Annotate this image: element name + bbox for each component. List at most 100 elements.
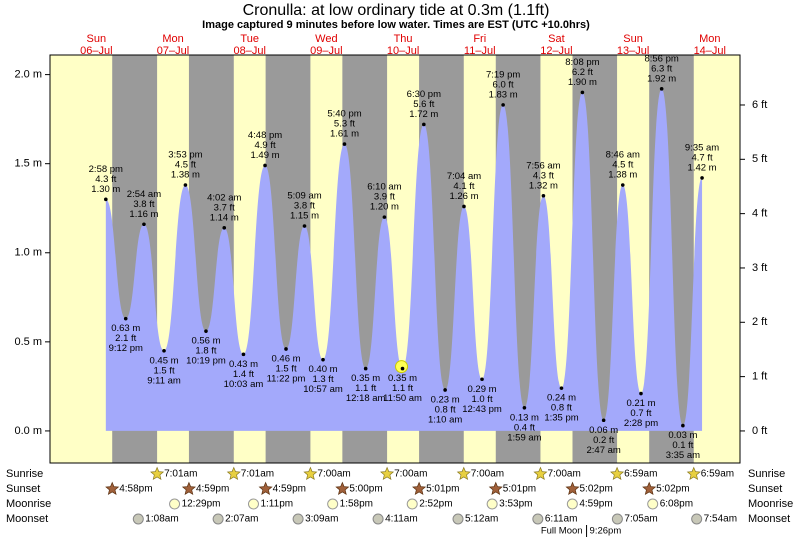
tide-label: 4:02 am	[207, 192, 241, 203]
moonrise-icon	[647, 498, 659, 510]
tide-label: 4.9 ft	[254, 140, 275, 151]
row-label: Moonset	[6, 513, 48, 525]
day-date: 08–Jul	[233, 45, 265, 57]
tide-label: 1.20 m	[370, 202, 399, 213]
row-time: 12:29pm	[182, 499, 221, 510]
tide-point	[363, 366, 368, 371]
tide-label: 0.03 m	[668, 430, 697, 441]
row-time: 3:53pm	[499, 499, 532, 510]
tide-label: 3.9 ft	[374, 192, 395, 203]
tide-label: 1.26 m	[449, 191, 478, 202]
tide-label: 0.8 ft	[551, 403, 572, 414]
moonset-icon	[132, 513, 144, 525]
row-time: 4:58pm	[119, 484, 152, 495]
tide-label: 2.1 ft	[115, 333, 136, 344]
tide-label: 3.7 ft	[214, 202, 235, 213]
y2-tick-label: 6 ft	[752, 99, 767, 111]
row-time: 4:11am	[385, 514, 418, 525]
tide-label: 0.35 m	[351, 373, 380, 384]
day-date: 10–Jul	[387, 45, 419, 57]
row-time: 2:07am	[225, 514, 258, 525]
tide-label: 7:56 am	[526, 160, 560, 171]
row-time: 6:11am	[545, 514, 578, 525]
tide-label: 6.3 ft	[651, 63, 672, 74]
tide-point	[284, 347, 288, 351]
tide-label: 6.0 ft	[493, 79, 514, 90]
tide-label: 1.8 ft	[195, 346, 216, 357]
tide-point	[382, 215, 387, 219]
day-date: 12–Jul	[540, 45, 572, 57]
tide-label: 12:18 am	[346, 393, 386, 404]
day-name: Thu	[394, 33, 413, 45]
moonset-icon	[452, 513, 464, 525]
day-date: 09–Jul	[310, 45, 342, 57]
y-tick-label: 0.5 m	[14, 336, 42, 348]
tide-point	[162, 348, 166, 353]
row-time: 5:12am	[465, 514, 498, 525]
tide-label: 1:10 am	[428, 414, 462, 425]
tide-label: 9:11 am	[147, 375, 181, 386]
tide-label: 2:47 am	[586, 445, 620, 456]
day-name: Mon	[162, 33, 183, 45]
sunset-icon	[335, 481, 350, 495]
tide-label: 1:59 am	[507, 432, 541, 443]
sunrise-icon	[226, 466, 241, 480]
tide-label: 0.8 ft	[435, 404, 456, 415]
tide-label: 3:35 am	[666, 450, 700, 461]
moonset-icon	[372, 513, 384, 525]
tide-label: 1.92 m	[647, 73, 676, 84]
row-time: 1:11pm	[260, 499, 293, 510]
row-label-right: Moonrise	[748, 498, 793, 510]
moonrise-icon	[486, 498, 498, 510]
tide-point	[559, 386, 564, 390]
tide-point	[342, 142, 347, 146]
full-moon-time: 9:26pm	[590, 526, 622, 537]
tide-label: 1.1 ft	[392, 383, 413, 394]
tide-label: 2:28 pm	[624, 418, 658, 429]
row-time: 7:00am	[394, 469, 427, 480]
tide-label: 4.5 ft	[612, 160, 633, 171]
tide-point	[601, 418, 606, 423]
tide-label: 6.2 ft	[572, 67, 593, 78]
tide-label: 1.4 ft	[233, 369, 254, 380]
tide-point	[639, 391, 643, 396]
sunrise-icon	[150, 466, 165, 480]
day-date: 06–Jul	[80, 45, 112, 57]
row-time: 4:59pm	[273, 484, 306, 495]
y-tick-label: 1.0 m	[14, 247, 42, 259]
row-time: 5:01pm	[503, 484, 536, 495]
sunset-icon	[488, 481, 503, 495]
y-tick-label: 2.0 m	[14, 69, 42, 81]
tide-label: 5:09 am	[287, 191, 321, 202]
row-label: Sunrise	[6, 468, 43, 480]
tide-label: 4.7 ft	[691, 152, 712, 163]
row-time: 3:09am	[305, 514, 338, 525]
day-name: Sun	[87, 33, 107, 45]
row-time: 5:01pm	[426, 484, 459, 495]
day-date: 14–Jul	[694, 45, 726, 57]
day-date: 07–Jul	[157, 45, 189, 57]
plot-frame	[49, 54, 741, 464]
tide-point	[659, 87, 664, 91]
tide-label: 1.30 m	[91, 184, 120, 195]
tide-label: 0.29 m	[468, 384, 497, 395]
full-moon-label: Full Moon	[541, 526, 583, 537]
tide-point	[700, 176, 704, 180]
tide-label: 10:03 am	[224, 379, 264, 390]
moonset-icon	[532, 513, 544, 525]
sunrise-icon	[686, 466, 701, 480]
y2-tick-label: 0 ft	[752, 425, 767, 437]
tide-label: 10:19 pm	[186, 356, 226, 367]
moonset-icon	[611, 513, 623, 525]
tide-label: 1.16 m	[129, 209, 158, 220]
tide-label: 1.61 m	[330, 129, 359, 140]
tide-label: 8:46 am	[606, 150, 640, 161]
day-name: Fri	[473, 33, 486, 45]
tide-point	[321, 357, 325, 362]
tide-label: 7:04 am	[447, 171, 481, 182]
tide-point	[422, 122, 426, 127]
row-label-right: Moonset	[748, 513, 790, 525]
moonset-icon	[292, 513, 304, 525]
sunrise-icon	[380, 466, 395, 480]
